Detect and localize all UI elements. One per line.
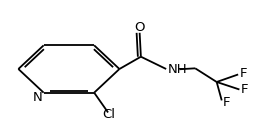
Text: F: F [241,83,248,96]
Text: F: F [223,96,230,109]
Text: F: F [240,67,247,80]
Text: O: O [134,21,145,34]
Text: NH: NH [167,63,187,76]
Text: N: N [33,91,43,104]
Text: Cl: Cl [102,108,115,121]
